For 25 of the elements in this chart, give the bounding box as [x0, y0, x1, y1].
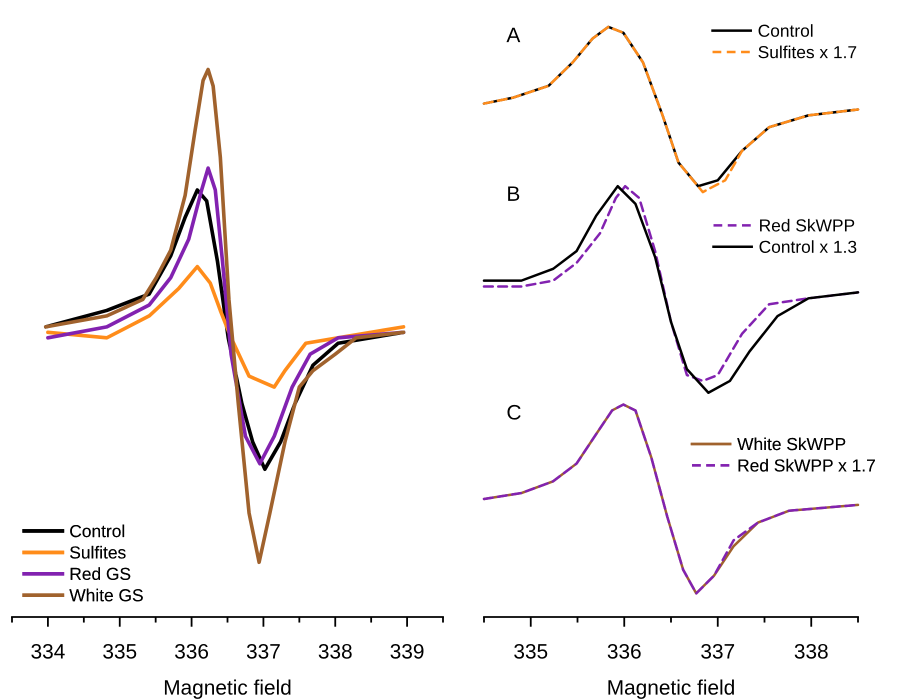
legend-label: Control	[758, 24, 812, 37]
x-tick-label: 338	[794, 644, 828, 659]
legend-label: Sulfites	[70, 546, 126, 559]
x-tick-label: 334	[31, 644, 65, 659]
legend-label: Red SkWPP	[760, 218, 854, 232]
legend-label: Sulfites x 1.7	[758, 46, 856, 58]
legend-label: Red GS	[70, 567, 130, 580]
x-axis-title: Magnetic field	[164, 679, 290, 699]
legend-label: Control x 1.3	[760, 240, 856, 253]
legend-label: Red SkWPP x 1.7	[738, 458, 875, 472]
x-tick-label: 338	[318, 644, 352, 659]
x-tick-label: 337	[246, 644, 280, 659]
x-tick-label: 339	[390, 644, 424, 659]
x-tick-label: 335	[514, 644, 548, 659]
legend-label: White SkWPP	[737, 437, 846, 450]
x-axis-title: Magnetic field	[608, 679, 734, 699]
x-tick-label: 336	[175, 644, 208, 659]
annotation: A	[506, 28, 520, 42]
x-tick-label: 337	[701, 644, 734, 659]
legend-label: White GS	[69, 588, 143, 602]
x-tick-label: 336	[608, 644, 641, 659]
legend-label: Control	[70, 524, 124, 538]
annotation: B	[508, 186, 520, 201]
annotation: C	[508, 404, 521, 420]
x-tick-label: 335	[103, 644, 136, 659]
